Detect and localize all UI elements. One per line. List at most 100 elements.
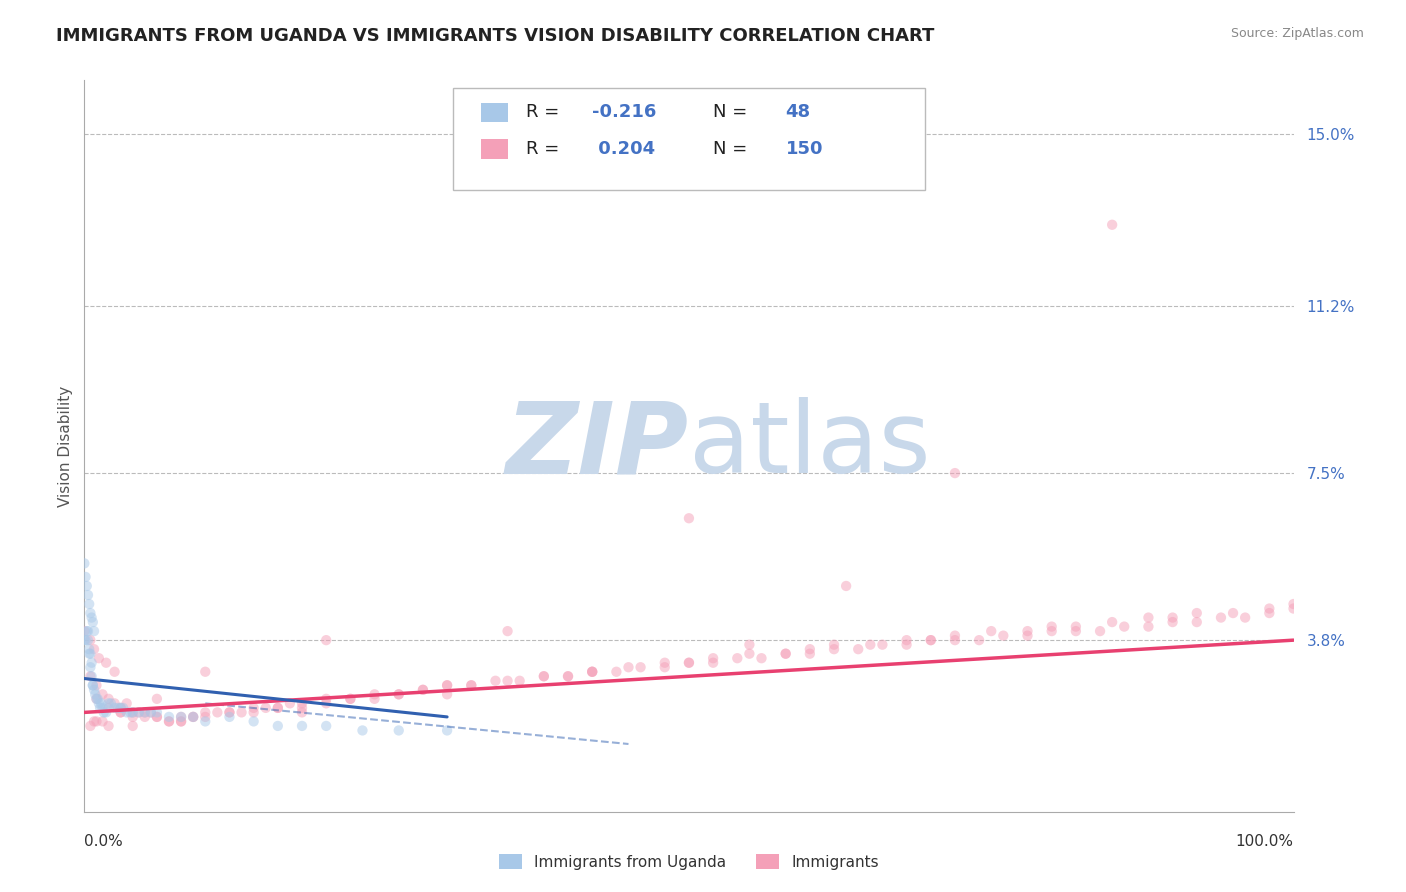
Point <box>267 701 290 715</box>
Point <box>79 633 101 648</box>
Point <box>315 697 337 711</box>
Point <box>654 656 676 670</box>
Point <box>859 638 882 652</box>
Point <box>835 579 858 593</box>
Point <box>291 697 314 711</box>
Point <box>678 656 700 670</box>
Point <box>146 691 169 706</box>
Point <box>139 706 162 720</box>
Point <box>194 714 217 729</box>
Point <box>77 647 100 661</box>
Point <box>278 697 301 711</box>
Text: IMMIGRANTS FROM UGANDA VS IMMIGRANTS VISION DISABILITY CORRELATION CHART: IMMIGRANTS FROM UGANDA VS IMMIGRANTS VIS… <box>56 27 935 45</box>
Point <box>82 678 104 692</box>
Point <box>134 710 156 724</box>
Point <box>1234 610 1257 624</box>
Point <box>112 701 135 715</box>
Point <box>1064 619 1087 633</box>
Point <box>617 660 640 674</box>
Point <box>170 714 193 729</box>
Text: -0.216: -0.216 <box>592 103 657 121</box>
Point <box>388 723 411 738</box>
Point <box>80 610 103 624</box>
Point <box>91 687 114 701</box>
Point <box>134 706 156 720</box>
Point <box>84 687 107 701</box>
Point <box>83 682 105 697</box>
Point <box>121 706 143 720</box>
Point <box>83 624 105 639</box>
Point <box>702 651 724 665</box>
Point <box>115 697 138 711</box>
Point <box>1137 610 1160 624</box>
Text: N =: N = <box>713 103 754 121</box>
Point <box>436 678 458 692</box>
Point <box>146 710 169 724</box>
Point <box>134 706 156 720</box>
Point <box>846 642 869 657</box>
Point <box>77 633 100 648</box>
Point <box>157 714 180 729</box>
Text: 150: 150 <box>786 140 823 158</box>
Text: R =: R = <box>526 140 565 158</box>
Point <box>77 624 100 639</box>
Point <box>738 638 761 652</box>
Point <box>79 647 101 661</box>
Point <box>943 633 966 648</box>
Point <box>194 665 217 679</box>
Point <box>630 660 652 674</box>
Point <box>1017 629 1039 643</box>
Point <box>775 647 797 661</box>
Point <box>1282 601 1305 615</box>
Point <box>1017 624 1039 639</box>
Point <box>82 678 104 692</box>
Point <box>799 647 821 661</box>
Point <box>86 678 108 692</box>
Text: N =: N = <box>713 140 754 158</box>
Text: 100.0%: 100.0% <box>1236 834 1294 849</box>
Point <box>484 673 506 688</box>
Point <box>460 678 482 692</box>
Point <box>181 710 204 724</box>
Point <box>86 691 108 706</box>
Point <box>943 629 966 643</box>
Point <box>654 660 676 674</box>
Point <box>339 691 361 706</box>
Point <box>496 673 519 688</box>
Point <box>581 665 603 679</box>
Point <box>436 678 458 692</box>
Point <box>1101 615 1123 629</box>
Point <box>557 669 579 683</box>
Point <box>73 624 96 639</box>
Point <box>93 706 115 720</box>
Point <box>363 687 385 701</box>
Point <box>94 706 117 720</box>
Point <box>139 706 162 720</box>
Point <box>751 651 773 665</box>
Point <box>75 570 97 584</box>
Point <box>76 624 98 639</box>
Point <box>980 624 1002 639</box>
Point <box>79 669 101 683</box>
Point <box>83 714 105 729</box>
Point <box>79 606 101 620</box>
Point <box>104 665 127 679</box>
Point <box>872 638 894 652</box>
Point <box>436 687 458 701</box>
Point <box>110 706 132 720</box>
Point <box>533 669 555 683</box>
Point <box>77 597 100 611</box>
Point <box>605 665 627 679</box>
Point <box>87 651 110 665</box>
Point <box>80 656 103 670</box>
Point <box>291 719 314 733</box>
Point <box>315 691 337 706</box>
Text: 0.204: 0.204 <box>592 140 655 158</box>
Point <box>315 719 337 733</box>
Point <box>1088 624 1111 639</box>
Point <box>581 665 603 679</box>
Point <box>80 669 103 683</box>
Point <box>738 647 761 661</box>
Point <box>267 719 290 733</box>
Point <box>170 710 193 724</box>
